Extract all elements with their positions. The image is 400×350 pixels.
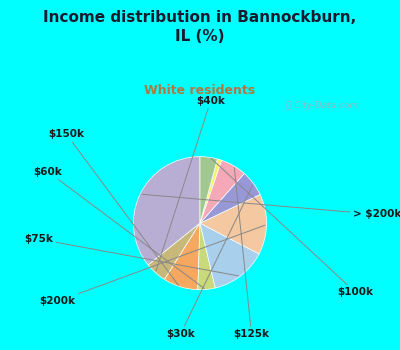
Text: $150k: $150k [49,130,178,286]
Wedge shape [134,157,200,265]
Wedge shape [200,160,244,223]
Wedge shape [200,223,259,288]
Text: $60k: $60k [34,167,204,289]
Wedge shape [200,157,218,223]
Text: $200k: $200k [40,225,265,306]
Text: $125k: $125k [234,168,270,339]
Text: Income distribution in Bannockburn,
IL (%): Income distribution in Bannockburn, IL (… [43,10,357,44]
Text: $75k: $75k [25,234,239,276]
Wedge shape [200,195,266,254]
Text: $30k: $30k [166,185,253,339]
Text: White residents: White residents [144,84,256,97]
Text: ⓘ City-Data.com: ⓘ City-Data.com [286,101,358,110]
Wedge shape [200,159,222,223]
Wedge shape [200,174,260,223]
Text: $40k: $40k [156,96,225,271]
Wedge shape [198,223,215,290]
Wedge shape [164,223,200,290]
Text: $100k: $100k [211,158,374,298]
Text: > $200k: > $200k [142,194,400,219]
Wedge shape [148,223,200,280]
